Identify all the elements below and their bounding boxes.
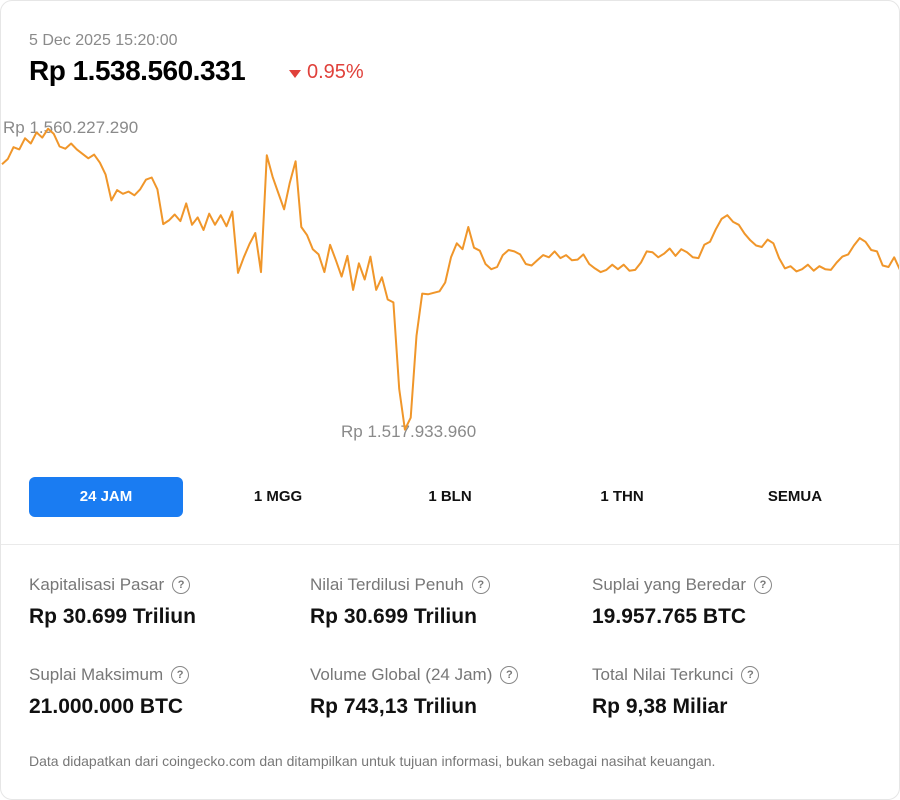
timestamp: 5 Dec 2025 15:20:00 bbox=[29, 32, 178, 49]
question-circle-icon[interactable]: ? bbox=[741, 666, 760, 684]
stat-value: 21.000.000 BTC bbox=[29, 695, 184, 718]
price-chart[interactable] bbox=[1, 111, 900, 451]
timeframe-tabs: 24 JAM 1 MGG 1 BLN 1 THN SEMUA bbox=[29, 477, 873, 517]
stat-market-cap: Kapitalisasi Pasar? Rp 30.699 Triliun bbox=[29, 575, 196, 629]
stat-label: Total Nilai Terkunci bbox=[592, 665, 734, 684]
stat-label: Suplai Maksimum bbox=[29, 665, 164, 684]
tab-24-jam[interactable]: 24 JAM bbox=[29, 477, 183, 517]
stat-total-value-locked: Total Nilai Terkunci? Rp 9,38 Miliar bbox=[592, 665, 760, 719]
stat-value: Rp 30.699 Triliun bbox=[310, 605, 477, 628]
current-price: Rp 1.538.560.331 bbox=[29, 55, 246, 86]
tab-1-bln[interactable]: 1 BLN bbox=[428, 488, 472, 505]
stat-value: Rp 9,38 Miliar bbox=[592, 695, 728, 718]
question-circle-icon[interactable]: ? bbox=[471, 576, 490, 594]
question-circle-icon[interactable]: ? bbox=[172, 576, 191, 594]
price-change-percent: 0.95% bbox=[307, 61, 364, 83]
question-circle-icon[interactable]: ? bbox=[171, 666, 190, 684]
stat-max-supply: Suplai Maksimum? 21.000.000 BTC bbox=[29, 665, 190, 719]
price-line bbox=[1, 127, 899, 431]
tab-semua[interactable]: SEMUA bbox=[767, 488, 823, 505]
price-change: 0.95% bbox=[289, 61, 364, 84]
stat-label: Volume Global (24 Jam) bbox=[310, 665, 493, 684]
stat-label: Suplai yang Beredar bbox=[592, 575, 747, 594]
stat-circulating-supply: Suplai yang Beredar? 19.957.765 BTC bbox=[592, 575, 773, 629]
price-chart-svg[interactable] bbox=[1, 111, 900, 451]
stat-value: 19.957.765 BTC bbox=[592, 605, 747, 628]
tab-1-mgg[interactable]: 1 MGG bbox=[253, 488, 303, 505]
tab-1-thn[interactable]: 1 THN bbox=[600, 488, 644, 505]
question-circle-icon[interactable]: ? bbox=[500, 666, 519, 684]
stat-label: Kapitalisasi Pasar bbox=[29, 575, 165, 594]
stat-value: Rp 743,13 Triliun bbox=[310, 695, 477, 718]
stat-fully-diluted: Nilai Terdilusi Penuh? Rp 30.699 Triliun bbox=[310, 575, 490, 629]
chart-min-label: Rp 1.517.933.960 bbox=[341, 422, 477, 441]
stat-global-volume: Volume Global (24 Jam)? Rp 743,13 Triliu… bbox=[310, 665, 519, 719]
divider bbox=[1, 544, 899, 545]
stat-value: Rp 30.699 Triliun bbox=[29, 605, 196, 628]
stat-label: Nilai Terdilusi Penuh bbox=[310, 575, 464, 594]
question-circle-icon[interactable]: ? bbox=[754, 576, 773, 594]
down-triangle-icon bbox=[289, 69, 301, 78]
disclaimer-text: Data didapatkan dari coingecko.com dan d… bbox=[29, 753, 716, 769]
